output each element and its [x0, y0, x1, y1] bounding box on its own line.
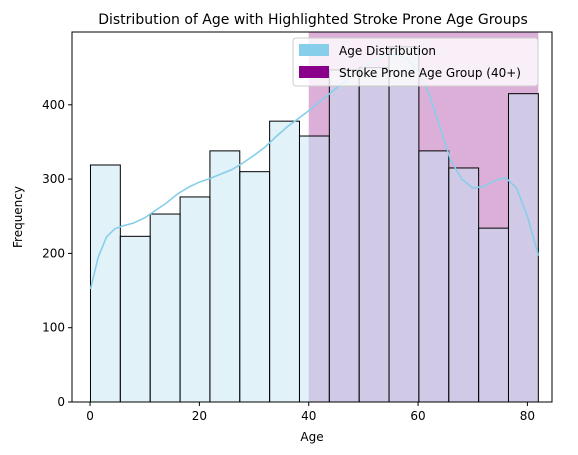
x-tick-label-4: 80 [520, 409, 535, 423]
histogram-bar-14 [507, 93, 539, 403]
y-tick-label-3: 300 [42, 172, 65, 186]
histogram-bar-6 [269, 120, 300, 403]
x-axis-label: Age [300, 430, 323, 444]
histogram-bar-3 [179, 196, 211, 403]
histogram-bar-5 [239, 171, 271, 403]
y-tick-label-1: 100 [42, 321, 65, 335]
legend-label-stroke-prone: Stroke Prone Age Group (40+) [339, 66, 521, 80]
y-axis-label: Frequency [11, 186, 25, 248]
kde-curve [89, 53, 540, 290]
x-tick-label-3: 60 [410, 409, 425, 423]
histogram-bar-12 [448, 167, 480, 403]
bars-layer [89, 46, 539, 403]
x-tick-label-2: 40 [301, 409, 316, 423]
plot-frame [71, 31, 553, 403]
histogram-bar-8 [328, 69, 360, 403]
legend-label-age-distribution: Age Distribution [339, 44, 436, 58]
histogram-bar-4 [209, 150, 241, 403]
y-axis-ticks: 0 100 200 300 400 [42, 98, 72, 409]
histogram-bar-1 [119, 235, 151, 403]
y-tick-label-0: 0 [57, 395, 65, 409]
histogram-bar-10 [388, 46, 420, 403]
histogram-bar-2 [149, 213, 181, 403]
histogram-bar-9 [358, 67, 390, 403]
y-tick-label-2: 200 [42, 246, 65, 260]
histogram-bar-0 [89, 164, 121, 403]
x-tick-label-0: 0 [86, 409, 94, 423]
chart-title: Distribution of Age with Highlighted Str… [98, 12, 528, 28]
histogram-bar-7 [298, 135, 330, 403]
legend-swatch-stroke-prone [299, 66, 329, 78]
legend-swatch-age-distribution [299, 44, 329, 56]
legend-box [292, 37, 539, 87]
histogram-bar-11 [418, 150, 450, 403]
histogram-bar-13 [478, 227, 509, 403]
legend: Age Distribution Stroke Prone Age Group … [292, 37, 539, 87]
x-tick-label-1: 20 [192, 409, 207, 423]
x-axis-ticks: 0 20 40 60 80 [86, 402, 535, 423]
kde-layer [89, 53, 540, 290]
y-tick-label-4: 400 [42, 98, 65, 112]
